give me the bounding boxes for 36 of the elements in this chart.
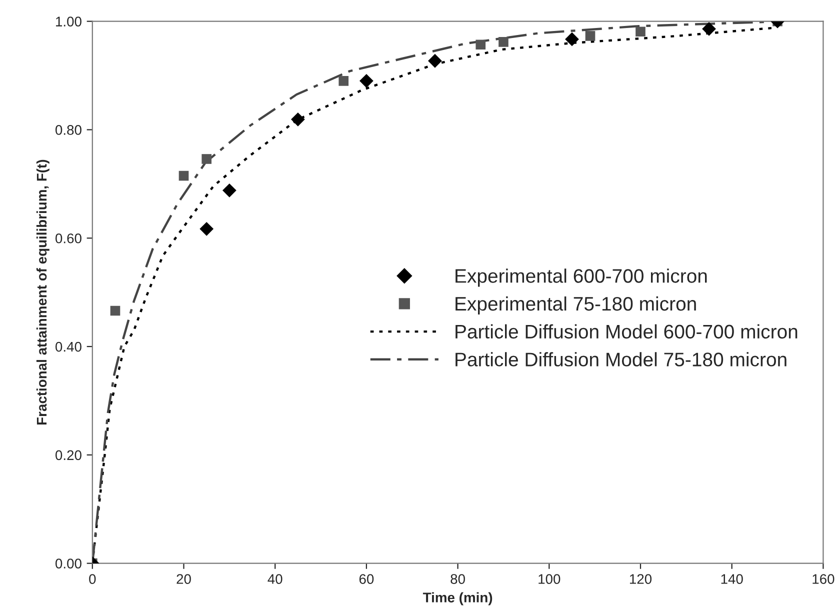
y-tick-label: 0.60 (55, 233, 82, 244)
point (702, 22, 716, 36)
y-tick-label: 0.00 (55, 558, 82, 568)
y-tick-label: 1.00 (56, 16, 82, 26)
point (360, 74, 374, 88)
point (636, 26, 646, 37)
x-axis-title: Time (min) (422, 592, 492, 606)
point (585, 31, 596, 41)
legend-label: Experimental 75-180 micron (456, 296, 696, 315)
y-tick-label: 0.20 (55, 450, 82, 460)
x-tick-label: 20 (176, 574, 191, 584)
x-tick-label: 80 (450, 574, 465, 584)
x-tick-label: 140 (721, 574, 743, 584)
point (202, 154, 212, 164)
point (338, 76, 349, 86)
point (222, 183, 236, 198)
x-tick-label: 120 (630, 574, 652, 584)
point (110, 306, 120, 316)
x-tick-label: 60 (359, 574, 374, 584)
legend-label: Experimental 600-700 micron (456, 268, 707, 287)
legend-label: Particle Diffusion Model 600-700 micron (456, 324, 798, 339)
y-tick-label: 0.40 (55, 342, 82, 352)
point (498, 37, 508, 47)
point (565, 32, 579, 46)
point (178, 170, 189, 181)
point (200, 222, 214, 236)
point (476, 40, 486, 50)
point (290, 112, 305, 126)
y-axis-title: Fractional attainment of equilibrium, F(t) (36, 160, 50, 424)
legend-label: Particle Diffusion Model 75-180 micron (456, 352, 786, 366)
x-tick-label: 160 (812, 574, 834, 584)
point (428, 54, 442, 68)
x-tick-label: 100 (538, 574, 560, 584)
y-tick-label: 0.80 (55, 125, 82, 135)
x-tick-label: 40 (268, 574, 282, 584)
x-tick-label: 0 (89, 574, 96, 584)
